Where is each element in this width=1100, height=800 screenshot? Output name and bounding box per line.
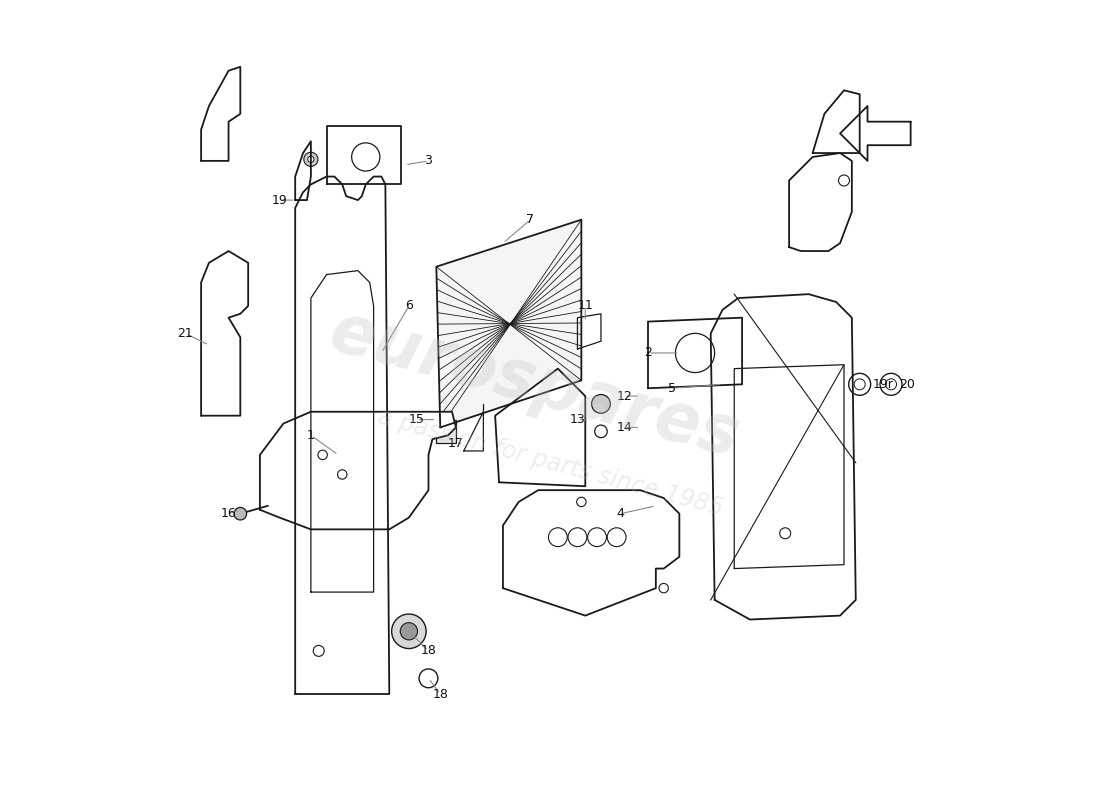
Polygon shape [201,251,249,416]
Text: 5: 5 [668,382,675,394]
Text: 14: 14 [617,421,632,434]
Polygon shape [711,294,856,619]
Text: 2: 2 [645,346,652,359]
Text: 16: 16 [221,507,236,520]
Polygon shape [295,177,389,694]
Polygon shape [295,142,311,200]
Circle shape [392,614,426,649]
Polygon shape [648,318,742,388]
Text: 17: 17 [448,437,464,450]
Text: 11: 11 [578,299,593,313]
Polygon shape [503,490,680,616]
Polygon shape [327,126,402,184]
Text: 6: 6 [405,299,412,313]
Polygon shape [260,412,455,530]
Text: 21: 21 [177,327,194,340]
Circle shape [234,507,246,520]
Text: eurospares: eurospares [322,298,747,470]
Polygon shape [437,220,582,427]
Text: a passion for parts since 1985: a passion for parts since 1985 [374,405,726,521]
Polygon shape [495,369,585,486]
Text: 18: 18 [420,644,437,658]
Polygon shape [840,106,911,161]
Text: 13: 13 [570,413,585,426]
Polygon shape [813,90,860,153]
Circle shape [592,394,611,414]
Text: 12: 12 [617,390,632,402]
Polygon shape [789,153,851,251]
Circle shape [308,156,314,162]
Text: 7: 7 [527,213,535,226]
Text: 18: 18 [432,687,448,701]
Text: 3: 3 [425,154,432,167]
Text: 20: 20 [899,378,915,391]
Text: 19: 19 [272,194,287,206]
Text: 4: 4 [617,507,625,520]
Circle shape [304,152,318,166]
Circle shape [400,622,418,640]
Text: 1: 1 [307,429,315,442]
Bar [437,419,455,443]
Polygon shape [201,66,240,161]
Text: 15: 15 [409,413,425,426]
Text: 19r: 19r [872,378,893,391]
